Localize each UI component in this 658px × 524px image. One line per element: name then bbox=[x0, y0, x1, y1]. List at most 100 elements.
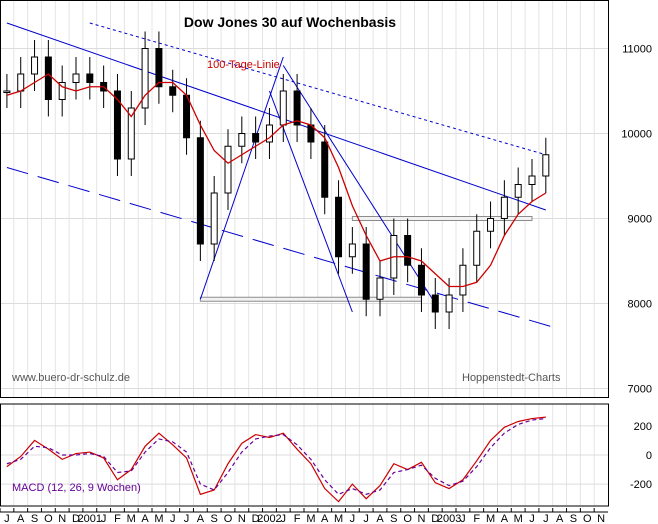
month-tick-label: M bbox=[306, 513, 315, 524]
month-tick-label: S bbox=[211, 513, 218, 524]
month-tick-label: F bbox=[294, 513, 301, 524]
candle-body bbox=[473, 230, 481, 266]
month-tick-label: J bbox=[184, 513, 190, 524]
chart-title: Dow Jones 30 auf Wochenbasis bbox=[184, 14, 396, 30]
candle-body bbox=[169, 86, 177, 96]
month-tick-label: N bbox=[417, 513, 425, 524]
month-tick-label: M bbox=[486, 513, 495, 524]
month-tick-label: A bbox=[141, 513, 149, 524]
candle-body bbox=[3, 90, 11, 93]
month-tick-label: J bbox=[281, 513, 287, 524]
month-tick-label: N bbox=[597, 513, 605, 524]
macd-tick-label: 200 bbox=[634, 421, 652, 433]
moving-average-line bbox=[6, 73, 547, 288]
candle-body bbox=[417, 264, 425, 296]
candle-body bbox=[362, 243, 370, 300]
month-tick-label: A bbox=[321, 513, 329, 524]
candle-body bbox=[196, 137, 204, 245]
candle-body bbox=[141, 48, 149, 109]
candle-body bbox=[127, 107, 135, 160]
candle-body bbox=[155, 48, 163, 88]
candle-body bbox=[72, 73, 80, 83]
month-tick-label: S bbox=[570, 513, 577, 524]
month-tick-label: J bbox=[101, 513, 107, 524]
candle-body bbox=[265, 124, 273, 143]
month-tick-label: M bbox=[514, 513, 523, 524]
price-tick-label: 9000 bbox=[628, 214, 652, 226]
candle-body bbox=[113, 90, 121, 160]
month-tick-label: N bbox=[58, 513, 66, 524]
month-tick-label: M bbox=[154, 513, 163, 524]
macd-tick-label: -200 bbox=[630, 479, 652, 491]
trendline bbox=[6, 22, 546, 211]
month-tick-label: M bbox=[127, 513, 136, 524]
month-tick-label: A bbox=[501, 513, 509, 524]
month-tick-label: J bbox=[543, 513, 549, 524]
month-tick-label: 2001 bbox=[78, 513, 102, 524]
candle-body bbox=[31, 56, 39, 75]
candle-body bbox=[293, 90, 301, 126]
month-tick-label: N bbox=[238, 513, 246, 524]
candle-body bbox=[252, 133, 260, 143]
macd-label: MACD (12, 26, 9 Wochen) bbox=[12, 482, 141, 494]
trendline bbox=[89, 22, 546, 156]
month-tick-label: 2003 bbox=[437, 513, 461, 524]
month-tick-label: A bbox=[17, 513, 25, 524]
month-tick-label: D bbox=[72, 513, 80, 524]
month-tick-label: 2002 bbox=[257, 513, 281, 524]
month-tick-label: F bbox=[473, 513, 480, 524]
macd-panel-frame bbox=[0, 403, 609, 507]
price-panel-frame bbox=[0, 0, 609, 398]
candle-body bbox=[238, 133, 246, 147]
month-tick-label: O bbox=[583, 513, 592, 524]
month-tick-label: D bbox=[431, 513, 439, 524]
price-tick-label: 7000 bbox=[628, 384, 652, 396]
candle-body bbox=[86, 73, 94, 83]
candle-body bbox=[335, 196, 343, 258]
candle-body bbox=[321, 141, 329, 198]
month-tick-label: A bbox=[197, 513, 205, 524]
candle-body bbox=[279, 90, 287, 126]
candle-body bbox=[183, 94, 191, 139]
candle-body bbox=[224, 145, 232, 194]
month-tick-label: D bbox=[252, 513, 260, 524]
month-tick-label: M bbox=[334, 513, 343, 524]
candle-body bbox=[210, 192, 218, 245]
candle-body bbox=[487, 218, 495, 232]
month-tick-label: A bbox=[556, 513, 564, 524]
candle-body bbox=[58, 82, 66, 100]
candle-body bbox=[445, 294, 453, 313]
support-band bbox=[351, 216, 533, 221]
macd-signal-line bbox=[6, 417, 546, 496]
macd-tick-label: 0 bbox=[646, 450, 652, 462]
month-tick-label: A bbox=[376, 513, 384, 524]
price-tick-label: 10000 bbox=[621, 129, 652, 141]
ma-label: 100-Tage-Linie bbox=[207, 59, 280, 71]
candle-body bbox=[17, 73, 25, 92]
candle-body bbox=[44, 56, 52, 100]
source-website-label: www.buero-dr-schulz.de bbox=[11, 372, 130, 384]
candle-body bbox=[528, 175, 536, 185]
month-tick-label: O bbox=[44, 513, 53, 524]
month-tick-label: S bbox=[390, 513, 397, 524]
candle-body bbox=[459, 264, 467, 296]
candle-body bbox=[431, 294, 439, 313]
month-tick-label: J bbox=[460, 513, 466, 524]
month-tick-label: J bbox=[4, 513, 10, 524]
support-band bbox=[199, 296, 422, 302]
candle-body bbox=[376, 277, 384, 300]
month-tick-label: J bbox=[350, 513, 356, 524]
candle-body bbox=[348, 243, 356, 258]
candle-body bbox=[514, 184, 522, 198]
month-tick-label: J bbox=[170, 513, 176, 524]
month-tick-label: F bbox=[114, 513, 121, 524]
price-tick-label: 8000 bbox=[628, 299, 652, 311]
month-tick-label: O bbox=[224, 513, 233, 524]
month-tick-label: O bbox=[403, 513, 412, 524]
month-tick-label: S bbox=[31, 513, 38, 524]
candle-body bbox=[500, 196, 508, 219]
candle-body bbox=[404, 235, 412, 266]
chart-provider-label: Hoppenstedt-Charts bbox=[462, 372, 561, 384]
